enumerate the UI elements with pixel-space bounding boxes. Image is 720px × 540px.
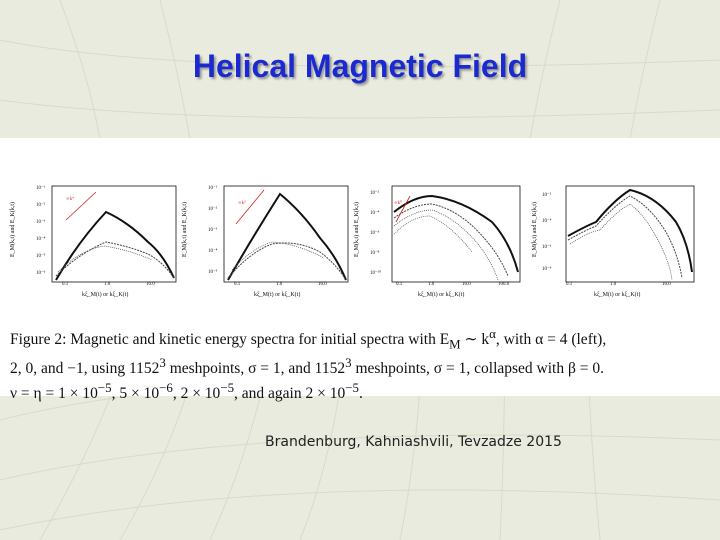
panel-4-ytick: 10⁻⁴ — [542, 219, 552, 224]
panel-2-ytick: 10⁻³ — [208, 228, 218, 233]
spectrum-panel-3: E_M(k,t) and E_K(k,t) ∝k⁰ 0.1 1.0 10.0 1… — [352, 182, 522, 302]
panel-1-ytick: 10⁻⁶ — [36, 271, 46, 276]
panel-1-ytick: 10⁻⁴ — [36, 237, 46, 242]
slide-title: Helical Magnetic Field — [192, 48, 528, 84]
panel-4-xtick: 1.0 — [610, 282, 617, 287]
panel-2-xtick: 1.0 — [276, 282, 283, 287]
panel-2-xtick: 0.1 — [234, 282, 241, 287]
spectrum-panel-1: E_M(k,t) and E_K(k,t) ∝k⁴ 0.1 1.0 10.0 1… — [8, 182, 178, 302]
panel-3-xtick: 100.0 — [498, 282, 510, 287]
panel-1-xtick: 1.0 — [104, 282, 111, 287]
panel-4-xtick: 10.0 — [662, 282, 671, 287]
panel-3-ytick: 10⁻² — [370, 191, 380, 196]
panel-3-xtick: 1.0 — [428, 282, 435, 287]
caption-line-3: ν = η = 1 × 10−5, 5 × 10−6, 2 × 10−5, an… — [10, 380, 363, 403]
panel-1-plot — [51, 185, 177, 283]
figure-caption: Figure 2: Magnetic and kinetic energy sp… — [10, 324, 710, 404]
paper-figure: E_M(k,t) and E_K(k,t) ∝k⁴ 0.1 1.0 10.0 1… — [0, 138, 720, 403]
panel-3-xlabel: kξ_M(t) or kξ_K(t) — [418, 292, 465, 298]
panel-2-ytick: 10⁻² — [208, 207, 218, 212]
panel-2-xlabel: kξ_M(t) or kξ_K(t) — [254, 292, 301, 298]
panel-3-xtick: 0.1 — [396, 282, 403, 287]
panel-3-ytick: 10⁻⁶ — [370, 231, 380, 236]
spectrum-panel-2: E_M(k,t) and E_K(k,t) ∝k² 0.1 1.0 10.0 1… — [180, 182, 350, 302]
panel-3-xtick: 10.0 — [462, 282, 471, 287]
panel-3-ytick: 10⁻⁴ — [370, 211, 380, 216]
panel-1-ytick: 10⁻² — [36, 203, 46, 208]
panel-2-ytick: 10⁻⁵ — [208, 270, 218, 275]
spectrum-panel-4: E_M(k,t) and E_K(k,t) 0.1 1.0 10.0 10⁻² … — [530, 182, 700, 302]
caption-line-2: 2, 0, and −1, using 11523 meshpoints, σ … — [10, 355, 604, 378]
panel-1-xtick: 0.1 — [62, 282, 69, 287]
panel-2-xtick: 10.0 — [318, 282, 327, 287]
panel-4-plot — [565, 185, 695, 283]
panel-1-ytick: 10⁻¹ — [36, 186, 46, 191]
panel-4-ytick: 10⁻⁸ — [542, 267, 552, 272]
slide-credit: Brandenburg, Kahniashvili, Tevzadze 2015 — [265, 434, 562, 450]
panel-4-ytick: 10⁻⁶ — [542, 245, 552, 250]
panel-3-ytick: 10⁻¹⁰ — [370, 271, 382, 276]
panel-2-slope-label: ∝k² — [238, 201, 246, 206]
panel-1-ytick: 10⁻³ — [36, 220, 46, 225]
caption-line-1: Figure 2: Magnetic and kinetic energy sp… — [10, 326, 607, 352]
panel-1-slope-label: ∝k⁴ — [66, 197, 74, 202]
panel-1-ytick: 10⁻⁵ — [36, 254, 46, 259]
panel-2-ytick: 10⁻⁴ — [208, 249, 218, 254]
panel-4-xlabel: kξ_M(t) or kξ_K(t) — [594, 292, 641, 298]
panel-3-ytick: 10⁻⁸ — [370, 251, 380, 256]
panel-1-xtick: 10.0 — [146, 282, 155, 287]
panel-2-ytick: 10⁻¹ — [208, 186, 218, 191]
panel-4-xtick: 0.1 — [566, 282, 573, 287]
panel-1-xlabel: kξ_M(t) or kξ_K(t) — [82, 292, 129, 298]
panel-3-plot — [391, 185, 521, 283]
panel-3-slope-label: ∝k⁰ — [394, 201, 403, 206]
panel-2-plot — [223, 185, 349, 283]
panel-4-ytick: 10⁻² — [542, 193, 552, 198]
